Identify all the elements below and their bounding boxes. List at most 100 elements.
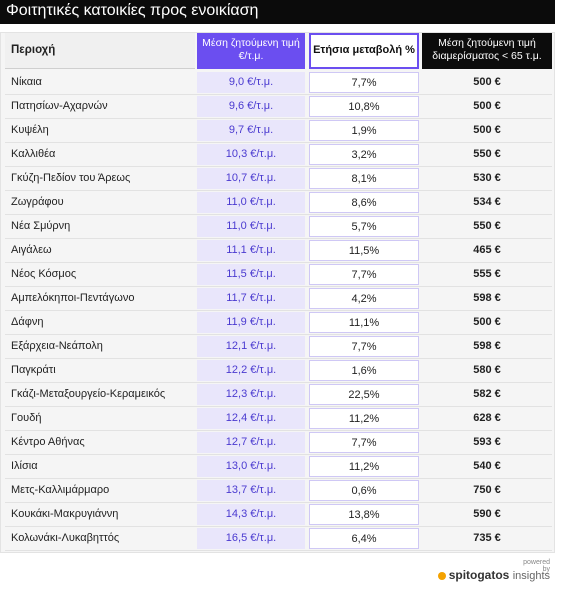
table-row: Καλλιθέα 10,3 €/τ.μ. 3,2% 550 €	[1, 143, 554, 167]
cell-region: Κουκάκι-Μακρυγιάννη	[11, 508, 119, 520]
brand-wordmark: spitogatos insights	[437, 568, 550, 582]
cell-price: 13,7 €/τ.μ.	[197, 480, 305, 501]
cell-price: 13,0 €/τ.μ.	[197, 456, 305, 477]
row-divider	[5, 454, 552, 455]
cell-region: Γκάζι-Μεταξουργείο-Κεραμεικός	[11, 388, 166, 400]
row-divider	[5, 286, 552, 287]
cell-change: 5,7%	[309, 216, 419, 237]
cell-change: 7,7%	[309, 264, 419, 285]
cell-region: Μετς-Καλλιμάρμαρο	[11, 484, 110, 496]
cell-change: 11,2%	[309, 408, 419, 429]
header-price-label: Μέση ζητούμενη τιμή €/τ.μ.	[202, 37, 300, 62]
brand-sub: insights	[512, 570, 550, 582]
cell-change: 7,7%	[309, 336, 419, 357]
brand-name: spitogatos	[448, 568, 510, 582]
row-divider	[5, 310, 552, 311]
cell-price: 12,3 €/τ.μ.	[197, 384, 305, 405]
table-row: Αιγάλεω 11,1 €/τ.μ. 11,5% 465 €	[1, 239, 554, 263]
table-row: Γκύζη-Πεδίον του Άρεως 10,7 €/τ.μ. 8,1% 530…	[1, 167, 554, 191]
cell-apt: 500 €	[473, 316, 501, 328]
table-row: Νέος Κόσμος 11,5 €/τ.μ. 7,7% 555 €	[1, 263, 554, 287]
table-row: Γουδή 12,4 €/τ.μ. 11,2% 628 €	[1, 407, 554, 431]
cell-change: 8,6%	[309, 192, 419, 213]
brand-dot-icon	[437, 571, 446, 580]
cell-apt: 530 €	[473, 172, 501, 184]
rental-table: Περιοχή Μέση ζητούμενη τιμή €/τ.μ. Ετήσι…	[0, 32, 555, 553]
cell-change: 6,4%	[309, 528, 419, 549]
header-region-label: Περιοχή	[11, 44, 56, 56]
table-row: Κέντρο Αθήνας 12,7 €/τ.μ. 7,7% 593 €	[1, 431, 554, 455]
row-divider	[5, 406, 552, 407]
table-row: Νέα Σμύρνη 11,0 €/τ.μ. 5,7% 550 €	[1, 215, 554, 239]
cell-apt: 598 €	[473, 292, 501, 304]
row-divider	[5, 478, 552, 479]
table-body: Νίκαια 9,0 €/τ.μ. 7,7% 500 € Πατησίων-Αχαρνώ…	[1, 71, 554, 551]
cell-region: Ζωγράφου	[11, 196, 64, 208]
cell-change: 11,5%	[309, 240, 419, 261]
row-divider	[5, 382, 552, 383]
table-row: Εξάρχεια-Νεάπολη 12,1 €/τ.μ. 7,7% 598 €	[1, 335, 554, 359]
row-divider	[5, 358, 552, 359]
table-row: Πατησίων-Αχαρνών 9,6 €/τ.μ. 10,8% 500 €	[1, 95, 554, 119]
cell-price: 11,0 €/τ.μ.	[197, 216, 305, 237]
cell-region: Δάφνη	[11, 316, 44, 328]
table-row: Ιλίσια 13,0 €/τ.μ. 11,2% 540 €	[1, 455, 554, 479]
cell-price: 9,6 €/τ.μ.	[197, 96, 305, 117]
cell-region: Γκύζη-Πεδίον του Άρεως	[11, 172, 131, 184]
cell-apt: 500 €	[473, 76, 501, 88]
row-divider	[5, 262, 552, 263]
row-divider	[5, 550, 552, 551]
cell-price: 11,9 €/τ.μ.	[197, 312, 305, 333]
row-divider	[5, 190, 552, 191]
cell-apt: 593 €	[473, 436, 501, 448]
cell-change: 7,7%	[309, 432, 419, 453]
cell-apt: 540 €	[473, 460, 501, 472]
row-divider	[5, 238, 552, 239]
cell-region: Καλλιθέα	[11, 148, 56, 160]
table-row: Κολωνάκι-Λυκαβηττός 16,5 €/τ.μ. 6,4% 735 €	[1, 527, 554, 551]
cell-price: 9,7 €/τ.μ.	[197, 120, 305, 141]
cell-change: 22,5%	[309, 384, 419, 405]
cell-apt: 750 €	[473, 484, 501, 496]
cell-region: Αμπελόκηποι-Πεντάγωνο	[11, 292, 135, 304]
header-change: Ετήσια μεταβολή %	[309, 33, 419, 69]
cell-price: 12,7 €/τ.μ.	[197, 432, 305, 453]
cell-region: Κέντρο Αθήνας	[11, 436, 85, 448]
cell-apt: 550 €	[473, 148, 501, 160]
cell-price: 11,7 €/τ.μ.	[197, 288, 305, 309]
footnote-cutoff	[0, 590, 564, 600]
header-change-label: Ετήσια μεταβολή %	[313, 44, 415, 56]
cell-region: Νέα Σμύρνη	[11, 220, 71, 232]
cell-apt: 580 €	[473, 364, 501, 376]
header-price: Μέση ζητούμενη τιμή €/τ.μ.	[197, 33, 305, 69]
cell-region: Νέος Κόσμος	[11, 268, 77, 280]
row-divider	[5, 430, 552, 431]
cell-apt: 500 €	[473, 100, 501, 112]
cell-change: 0,6%	[309, 480, 419, 501]
cell-apt: 465 €	[473, 244, 501, 256]
cell-price: 11,0 €/τ.μ.	[197, 192, 305, 213]
cell-region: Εξάρχεια-Νεάπολη	[11, 340, 103, 352]
cell-change: 7,7%	[309, 72, 419, 93]
row-divider	[5, 94, 552, 95]
cell-price: 12,2 €/τ.μ.	[197, 360, 305, 381]
cell-region: Πατησίων-Αχαρνών	[11, 100, 108, 112]
row-divider	[5, 118, 552, 119]
cell-price: 12,1 €/τ.μ.	[197, 336, 305, 357]
cell-region: Κυψέλη	[11, 124, 49, 136]
cell-apt: 555 €	[473, 268, 501, 280]
cell-change: 3,2%	[309, 144, 419, 165]
row-divider	[5, 526, 552, 527]
cell-change: 11,1%	[309, 312, 419, 333]
header-apt-label: Μέση ζητούμενη τιμή διαμερίσματος < 65 τ…	[432, 37, 542, 62]
table-row: Ζωγράφου 11,0 €/τ.μ. 8,6% 534 €	[1, 191, 554, 215]
cell-region: Ιλίσια	[11, 460, 38, 472]
table-row: Αμπελόκηποι-Πεντάγωνο 11,7 €/τ.μ. 4,2% 598 …	[1, 287, 554, 311]
cell-region: Νίκαια	[11, 76, 42, 88]
table-row: Κουκάκι-Μακρυγιάννη 14,3 €/τ.μ. 13,8% 590 €	[1, 503, 554, 527]
cell-apt: 735 €	[473, 532, 501, 544]
cell-price: 16,5 €/τ.μ.	[197, 528, 305, 549]
cell-price: 9,0 €/τ.μ.	[197, 72, 305, 93]
cell-change: 13,8%	[309, 504, 419, 525]
table-row: Παγκράτι 12,2 €/τ.μ. 1,6% 580 €	[1, 359, 554, 383]
